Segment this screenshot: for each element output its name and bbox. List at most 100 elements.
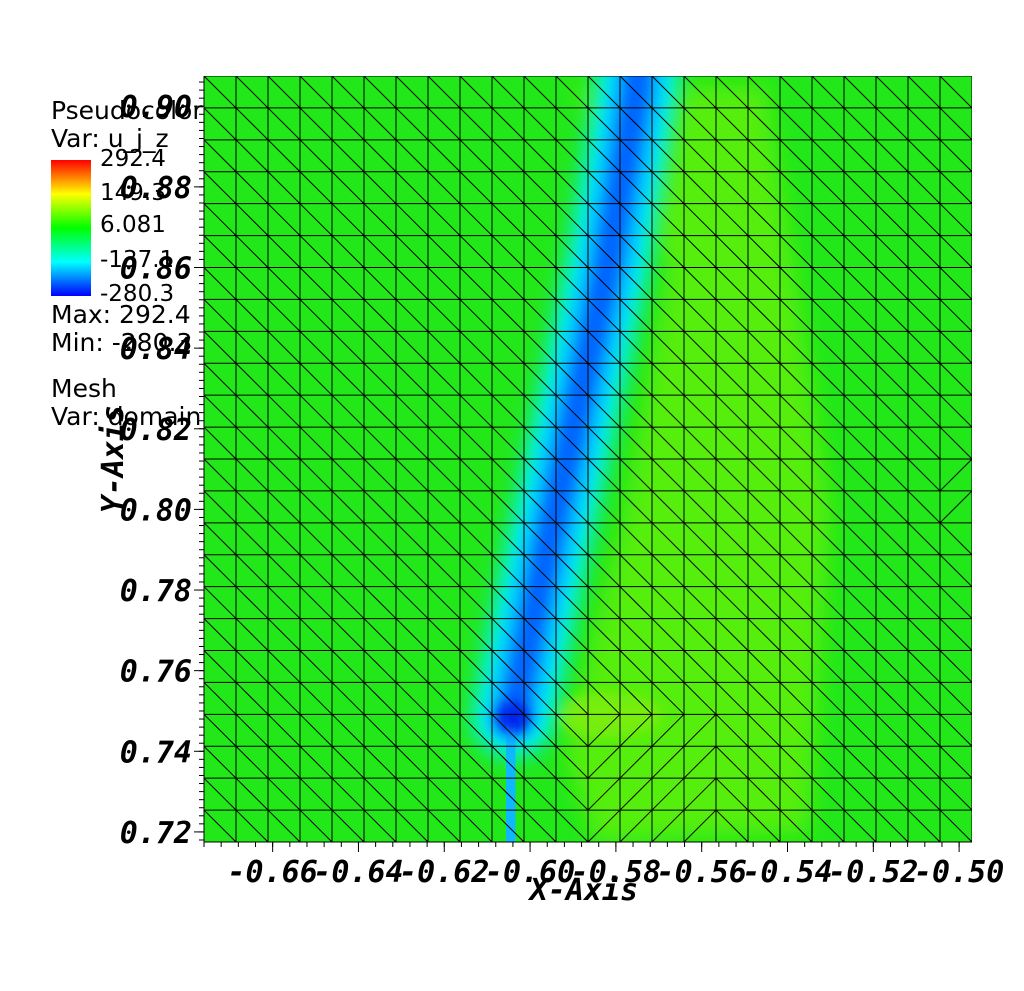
mesh-diagonal [811,299,845,332]
mesh-diagonal [331,682,365,715]
mesh-diagonal [204,458,237,492]
mesh-diagonal [779,650,813,683]
mesh-diagonal [331,330,365,364]
mesh-diagonal [299,586,333,619]
mesh-diagonal [843,107,877,141]
mesh-diagonal [267,139,301,173]
mesh-diagonal [427,203,461,236]
mesh-diagonal [619,745,653,779]
mesh-diagonal [491,777,525,811]
mesh-diagonal [747,618,781,651]
mesh-diagonal [395,713,429,747]
mesh-diagonal [715,745,749,779]
mesh-diagonal [875,713,909,747]
mesh-diagonal [459,522,493,556]
mesh-diagonal [747,362,781,396]
mesh-diagonal [811,809,845,842]
minimum-spot [496,701,529,734]
mesh-diagonal [427,362,461,396]
mesh-diagonal [715,203,749,236]
mesh-diagonal [459,618,493,651]
mesh-diagonal [715,522,749,556]
mesh-diagonal [587,682,621,715]
mesh-diagonal [235,139,269,173]
mesh-diagonal [363,713,397,747]
mesh-diagonal [939,76,972,109]
mesh-diagonal [587,713,621,747]
mesh-diagonal [555,586,589,619]
mesh-diagonal [267,618,301,651]
mesh-diagonal [267,203,301,236]
mesh-diagonal [204,554,237,588]
mesh-diagonal [907,107,941,141]
mesh-diagonal [299,394,333,428]
mesh-diagonal [907,76,941,109]
mesh-diagonal [587,394,621,428]
mesh-diagonal [299,522,333,556]
mesh-diagonal [491,426,525,460]
mesh-diagonal [843,267,877,300]
mesh-diagonal [459,299,493,332]
y-tick-label: 0.78 [120,574,192,609]
mesh-diagonal [747,394,781,428]
mesh-diagonal [875,299,909,332]
mesh-diagonal [587,107,621,141]
mesh-diagonal [811,745,845,779]
mesh-diagonal [427,267,461,300]
mesh-diagonal [907,203,941,236]
mesh-diagonal [363,458,397,492]
mesh-diagonal [619,299,653,332]
mesh-diagonal [587,490,621,524]
mesh-diagonal [683,809,717,842]
mesh-diagonal [651,586,685,619]
mesh-diagonal [875,235,909,268]
mesh-diagonal [843,554,877,588]
mesh-diagonal [939,554,972,588]
mesh-diagonal [715,554,749,588]
mesh-diagonal [204,299,237,332]
mesh-diagonal [939,330,972,364]
mesh-diagonal [491,267,525,300]
mesh-diagonal [747,171,781,205]
mesh-diagonal [619,426,653,460]
mesh-diagonal [331,76,365,109]
mesh-diagonal [459,586,493,619]
mesh-diagonal [907,713,941,747]
mesh-diagonal [875,650,909,683]
mesh-diagonal [875,139,909,173]
mesh-diagonal [204,107,237,141]
mesh-diagonal [427,139,461,173]
mesh-diagonal [779,586,813,619]
mesh-diagonal [427,713,461,747]
mesh-diagonal [395,458,429,492]
mesh-diagonal [779,713,813,747]
mesh-diagonal [267,777,301,811]
mesh-diagonal [427,394,461,428]
mesh-diagonal [555,713,589,747]
mesh-diagonal [875,586,909,619]
mesh-diagonal [843,682,877,715]
mesh-diagonal [747,235,781,268]
mesh-diagonal [683,650,717,683]
mesh-diagonal [651,713,685,747]
mesh-diagonal [235,76,269,109]
x-tick-label: -0.50 [914,855,1004,890]
mesh-diagonal [907,330,941,364]
mesh-diagonal [363,362,397,396]
mesh-diagonal [651,618,685,651]
mesh-diagonal [235,267,269,300]
mesh-diagonal [651,426,685,460]
mesh-diagonal [427,299,461,332]
mesh-diagonal [491,299,525,332]
mesh-diagonal [523,554,557,588]
mesh-diagonal [267,76,301,109]
y-tick-label: 0.76 [120,655,192,690]
mesh-diagonal [587,139,621,173]
mesh-diagonal [683,171,717,205]
mesh-diagonal [235,490,269,524]
mesh-diagonal [427,682,461,715]
mesh-diagonal [811,171,845,205]
y-tick-label: 0.74 [120,735,192,770]
mesh-diagonal [395,618,429,651]
mesh-diagonal [651,650,685,683]
